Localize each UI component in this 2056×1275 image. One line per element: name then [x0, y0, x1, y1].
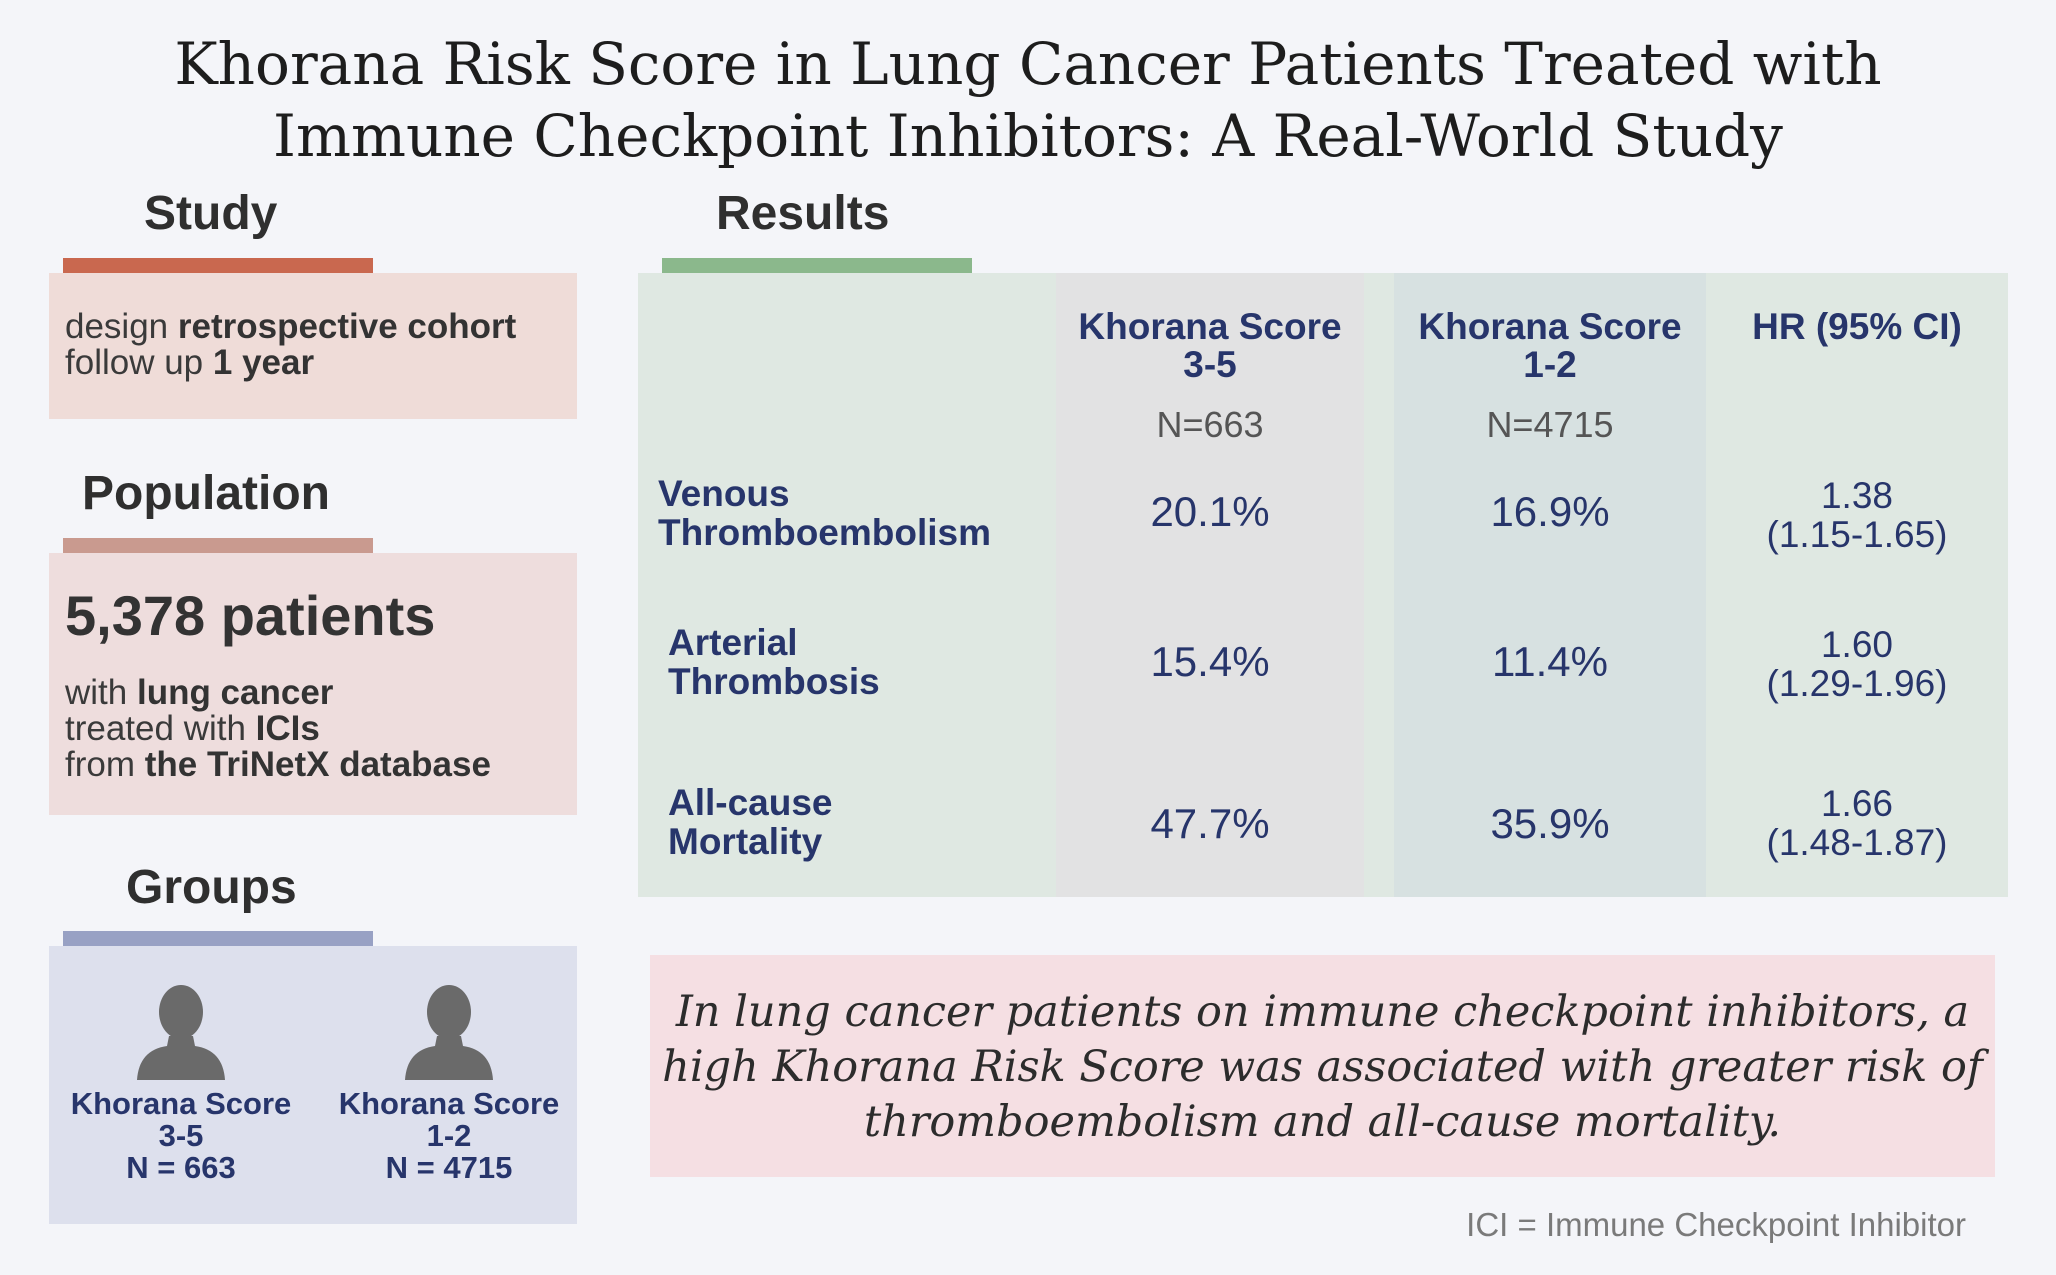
row-2-label-line-2: Thrombosis [668, 661, 880, 702]
study-followup-line: follow up 1 year [65, 345, 561, 381]
population-box: 5,378 patients with lung cancer treated … [49, 553, 577, 815]
column-header-hr: HR (95% CI) [1752, 306, 1962, 347]
group-low-line-1: Khorana Score [338, 1086, 560, 1121]
group-low-score: Khorana Score 1-2 N = 4715 [324, 980, 574, 1184]
person-icon [137, 985, 225, 1080]
row-2-hazard-ratio: 1.60 (1.29-1.96) [1706, 625, 2008, 703]
design-value: retrospective cohort [177, 307, 517, 346]
treated-value: ICIs [255, 709, 320, 748]
results-heading: Results [716, 187, 890, 240]
row-label-all-cause-mortality: All-cause Mortality [668, 783, 1038, 861]
column-header-low-line-2: 1-2 [1523, 344, 1577, 385]
title-line-2: Immune Checkpoint Inhibitors: A Real-Wor… [273, 102, 1783, 170]
footnote: ICI = Immune Checkpoint Inhibitor [1466, 1206, 1966, 1243]
person-icon [405, 985, 493, 1080]
population-line-2: treated with ICIs [65, 711, 561, 747]
population-line-3: from the TriNetX database [65, 747, 561, 783]
group-high-n: N = 663 [126, 1150, 236, 1185]
group-high-line-1: Khorana Score [70, 1086, 292, 1121]
column-header-low-score: Khorana Score 1-2 [1394, 308, 1706, 384]
row-1-label-line-1: Venous [658, 473, 790, 514]
conclusion-line-3: thromboembolism and all-cause mortality. [863, 1097, 1782, 1147]
row-2-label-line-1: Arterial [668, 622, 798, 663]
row-2-low-value: 11.4% [1492, 638, 1608, 685]
groups-heading: Groups [126, 861, 297, 914]
group-high-line-2: 3-5 [158, 1118, 204, 1153]
row-label-arterial-thrombosis: Arterial Thrombosis [668, 623, 1038, 701]
row-label-venous-thromboembolism: Venous Thromboembolism [658, 474, 1038, 552]
row-2-ci: (1.29-1.96) [1766, 663, 1948, 704]
page-title: Khorana Risk Score in Lung Cancer Patien… [0, 28, 2056, 172]
row-3-label-line-1: All-cause [668, 782, 833, 823]
with-value: lung cancer [136, 673, 334, 712]
column-n-low-score: N=4715 [1486, 404, 1614, 445]
population-line-1: with lung cancer [65, 675, 561, 711]
column-header-high-line-2: 3-5 [1183, 344, 1237, 385]
conclusion-box: In lung cancer patients on immune checkp… [650, 955, 1995, 1177]
row-1-hr: 1.38 [1820, 475, 1893, 516]
column-header-high-score: Khorana Score 3-5 [1056, 308, 1364, 384]
row-1-hazard-ratio: 1.38 (1.15-1.65) [1706, 476, 2008, 554]
from-label: from [65, 745, 145, 784]
with-label: with [65, 673, 137, 712]
from-value: the TriNetX database [144, 745, 491, 784]
patient-count: 5,378 patients [65, 584, 436, 647]
treated-label: treated with [65, 709, 256, 748]
title-line-1: Khorana Risk Score in Lung Cancer Patien… [174, 30, 1882, 98]
row-1-ci: (1.15-1.65) [1766, 514, 1948, 555]
study-box: design retrospective cohort follow up 1 … [49, 273, 577, 419]
row-1-label-line-2: Thromboembolism [658, 512, 992, 553]
row-3-label-line-2: Mortality [668, 821, 823, 862]
study-design-line: design retrospective cohort [65, 309, 561, 345]
row-1-low-value: 16.9% [1490, 488, 1610, 535]
column-shade-high-score [1056, 273, 1364, 897]
population-heading: Population [82, 467, 330, 520]
row-3-hr: 1.66 [1820, 783, 1893, 824]
row-3-ci: (1.48-1.87) [1766, 822, 1948, 863]
column-n-high-score: N=663 [1156, 404, 1264, 445]
row-2-high-value: 15.4% [1150, 638, 1270, 685]
conclusion-line-2: high Khorana Risk Score was associated w… [662, 1042, 1983, 1092]
column-shade-low-score [1394, 273, 1706, 897]
followup-value: 1 year [212, 343, 315, 382]
row-3-low-value: 35.9% [1490, 800, 1610, 847]
groups-box: Khorana Score 3-5 N = 663 Khorana Score … [49, 946, 577, 1224]
column-header-low-line-1: Khorana Score [1418, 306, 1682, 347]
row-3-hazard-ratio: 1.66 (1.48-1.87) [1706, 784, 2008, 862]
group-low-n: N = 4715 [385, 1150, 513, 1185]
row-3-high-value: 47.7% [1150, 800, 1270, 847]
column-header-high-line-1: Khorana Score [1078, 306, 1342, 347]
conclusion-line-1: In lung cancer patients on immune checkp… [675, 987, 1970, 1037]
design-label: design [65, 307, 178, 346]
population-description: with lung cancer treated with ICIs from … [65, 675, 561, 783]
group-low-line-2: 1-2 [426, 1118, 472, 1153]
followup-label: follow up [65, 343, 213, 382]
row-1-high-value: 20.1% [1150, 488, 1270, 535]
group-high-score: Khorana Score 3-5 N = 663 [56, 980, 306, 1184]
study-heading: Study [144, 187, 278, 240]
row-2-hr: 1.60 [1820, 624, 1893, 665]
